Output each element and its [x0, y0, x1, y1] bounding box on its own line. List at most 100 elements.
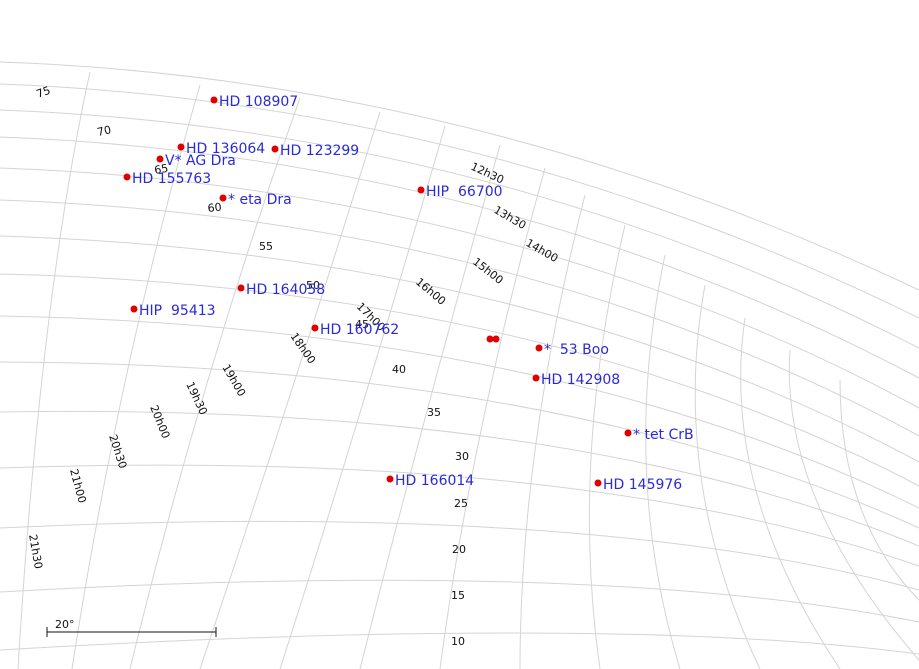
right-ascension-line	[17, 71, 91, 669]
star-marker[interactable]	[535, 344, 543, 352]
ra-label: 21h30	[26, 533, 45, 570]
ra-label: 20h00	[147, 403, 172, 440]
star-label: HD 123299	[280, 143, 359, 159]
star-marker[interactable]	[386, 475, 394, 483]
ra-label: 16h00	[413, 275, 448, 307]
star[interactable]: * 53 Boo	[535, 342, 609, 358]
star[interactable]: HD 123299	[271, 143, 360, 159]
right-ascension-line	[71, 84, 201, 669]
star[interactable]: HD 160762	[311, 322, 400, 338]
star-marker[interactable]	[492, 335, 500, 343]
star-marker[interactable]	[177, 143, 185, 151]
star-marker[interactable]	[210, 96, 218, 104]
star-label: HD 166014	[395, 473, 474, 489]
declination-line	[0, 83, 919, 319]
declination-labels: 75 70 65 60 55 50 45 40 35 30 25 20 15 10	[35, 84, 469, 648]
right-ascension-line	[645, 254, 681, 669]
star-marker[interactable]	[624, 429, 632, 437]
ra-label: 19h00	[219, 362, 248, 399]
star[interactable]: HD 164058	[237, 282, 326, 298]
right-ascension-line	[740, 317, 841, 669]
dec-label: 45	[355, 318, 369, 331]
star[interactable]	[492, 335, 500, 343]
star[interactable]: * eta Dra	[219, 192, 292, 208]
star-label: * tet CrB	[633, 427, 694, 443]
star-label: HD 160762	[320, 322, 399, 338]
declination-line	[0, 464, 919, 567]
star[interactable]: HIP 95413	[130, 303, 216, 319]
dec-label: 15	[451, 589, 465, 602]
dec-label: 60	[207, 201, 222, 215]
declination-line	[0, 410, 919, 547]
declination-line	[0, 136, 919, 379]
dec-label: 55	[259, 240, 273, 253]
declination-line	[0, 199, 919, 437]
star-marker[interactable]	[237, 284, 245, 292]
star[interactable]: HD 136064	[177, 141, 266, 157]
star-label: HD 108907	[219, 94, 298, 110]
star-label: HD 136064	[186, 141, 265, 157]
star[interactable]: HD 155763	[123, 171, 212, 187]
right-ascension-line	[788, 349, 919, 661]
ra-label: 19h30	[183, 380, 210, 417]
coordinate-grid	[0, 61, 919, 669]
star-marker[interactable]	[130, 305, 138, 313]
star[interactable]: HD 108907	[210, 94, 299, 110]
star-marker[interactable]	[486, 335, 494, 343]
star-label: HD 164058	[246, 282, 325, 298]
star-label: V* AG Dra	[165, 153, 236, 169]
declination-line	[0, 167, 919, 409]
star[interactable]: V* AG Dra	[156, 153, 236, 169]
ra-label: 14h00	[524, 236, 561, 265]
star-label: * 53 Boo	[544, 342, 609, 358]
dec-label: 30	[455, 450, 469, 463]
declination-line	[0, 61, 919, 291]
dec-label: 10	[451, 635, 465, 648]
declination-line	[0, 273, 919, 487]
star-label: HD 155763	[132, 171, 211, 187]
right-ascension-line	[694, 284, 761, 669]
dec-label: 25	[454, 497, 468, 510]
star-marker[interactable]	[417, 186, 425, 194]
star[interactable]: * tet CrB	[624, 427, 694, 443]
declination-line	[0, 632, 919, 655]
dec-label: 75	[35, 84, 53, 101]
ra-label: 20h30	[106, 433, 129, 470]
star[interactable]: HD 166014	[386, 473, 475, 489]
star[interactable]: HD 142908	[532, 372, 621, 388]
ra-label: 13h30	[492, 203, 529, 232]
scale-bar-label: 20°	[55, 618, 75, 631]
star-markers: HD 108907 HD 136064 HD 123299 V* AG Dra HD 1…	[123, 94, 694, 493]
star-marker[interactable]	[123, 173, 131, 181]
dec-label: 70	[96, 123, 112, 139]
right-ascension-line	[588, 224, 626, 669]
dec-label: 50	[306, 279, 320, 292]
star[interactable]: HD 145976	[594, 477, 683, 493]
star-label: * eta Dra	[228, 192, 292, 208]
star-label: HD 145976	[603, 477, 682, 493]
star[interactable]	[486, 335, 494, 343]
ra-label: 12h30	[469, 160, 506, 187]
right-ascension-line	[359, 144, 501, 669]
scale-bar: 20°	[46, 618, 217, 637]
declination-line	[0, 235, 919, 463]
declination-line	[0, 315, 919, 509]
right-ascension-line	[839, 379, 919, 601]
star-label: HD 142908	[541, 372, 620, 388]
star-marker[interactable]	[219, 194, 227, 202]
declination-line	[0, 109, 919, 349]
ra-label: 21h00	[67, 467, 89, 504]
right-ascension-line	[279, 125, 446, 669]
star-label: HIP 66700	[426, 184, 503, 200]
right-ascension-line	[199, 111, 381, 669]
dec-label: 65	[153, 162, 169, 177]
ra-label: 18h00	[288, 330, 319, 366]
star-marker[interactable]	[532, 374, 540, 382]
star-marker[interactable]	[311, 324, 319, 332]
declination-line	[0, 520, 919, 591]
star-marker[interactable]	[594, 479, 602, 487]
star-marker[interactable]	[271, 145, 279, 153]
star[interactable]: HIP 66700	[417, 184, 503, 200]
star-marker[interactable]	[156, 155, 164, 163]
